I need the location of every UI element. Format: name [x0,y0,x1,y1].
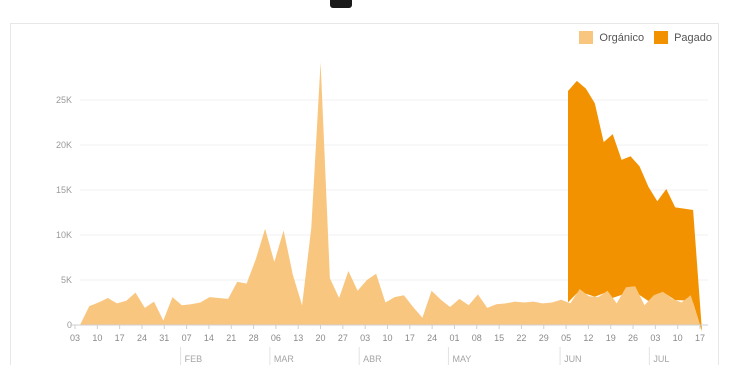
x-tick-label: 20 [316,333,326,343]
x-tick-label: 03 [70,333,80,343]
x-tick-label: 31 [159,333,169,343]
x-tick-label: 03 [650,333,660,343]
x-tick-label: 27 [338,333,348,343]
x-tick-label: 17 [115,333,125,343]
month-label: ABR [363,354,382,364]
x-tick-label: 13 [293,333,303,343]
x-tick-label: 26 [628,333,638,343]
x-tick-label: 24 [137,333,147,343]
legend-swatch-organico [579,31,594,44]
y-tick-label: 15K [56,185,72,195]
x-tick-label: 22 [516,333,526,343]
x-tick-label: 15 [494,333,504,343]
x-tick-label: 21 [226,333,236,343]
x-tick-label: 19 [606,333,616,343]
x-tick-label: 10 [92,333,102,343]
x-tick-label: 24 [427,333,437,343]
month-label: MAY [452,354,471,364]
month-label: MAR [274,354,295,364]
legend-swatch-pagado [654,31,669,44]
x-tick-label: 10 [673,333,683,343]
top-notch [330,0,352,8]
x-tick-label: 06 [271,333,281,343]
y-tick-label: 5K [61,275,72,285]
y-tick-label: 10K [56,230,72,240]
x-tick-label: 03 [360,333,370,343]
month-label: FEB [185,354,203,364]
x-tick-label: 29 [539,333,549,343]
legend-label-pagado: Pagado [674,31,712,44]
x-tick-label: 12 [583,333,593,343]
x-tick-label: 01 [449,333,459,343]
legend-item-organico[interactable]: Orgánico [579,31,644,44]
y-tick-label: 25K [56,95,72,105]
legend: Orgánico Pagado [579,31,712,44]
x-tick-label: 17 [695,333,705,343]
x-tick-label: 10 [382,333,392,343]
x-tick-label: 17 [405,333,415,343]
legend-item-pagado[interactable]: Pagado [654,31,712,44]
x-tick-label: 07 [182,333,192,343]
series-area-organico [80,62,700,325]
x-tick-label: 14 [204,333,214,343]
y-tick-label: 0 [67,320,72,330]
y-tick-label: 20K [56,140,72,150]
month-label: JUN [564,354,582,364]
x-tick-label: 28 [249,333,259,343]
legend-label-organico: Orgánico [599,31,645,44]
month-label: JUL [653,354,669,364]
x-tick-label: 05 [561,333,571,343]
x-tick-label: 08 [472,333,482,343]
series-area-pagado [568,80,702,332]
